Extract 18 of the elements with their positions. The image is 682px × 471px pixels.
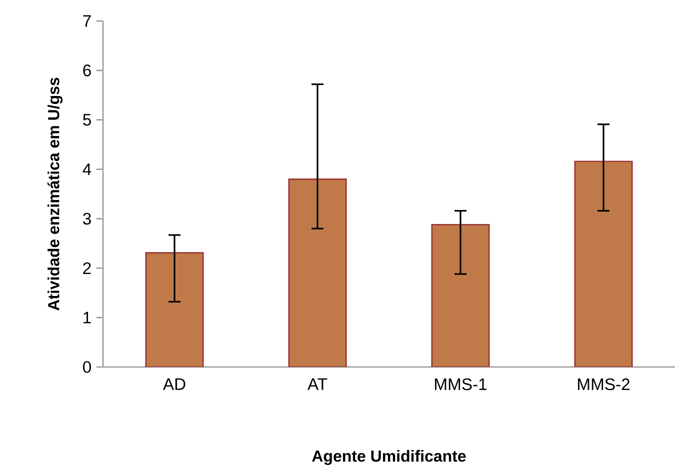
y-tick-label: 0 xyxy=(83,361,91,373)
y-tick-label: 3 xyxy=(82,212,91,225)
x-tick-label: MMS-2 xyxy=(578,378,630,390)
y-tick-label: 6 xyxy=(83,64,91,76)
x-tick-label: AT xyxy=(308,378,328,390)
y-tick-label: 5 xyxy=(83,114,91,126)
bar xyxy=(145,252,204,367)
bar xyxy=(574,160,633,367)
x-tick-label: AD xyxy=(162,378,186,390)
y-tick-label: 1 xyxy=(84,312,91,324)
y-axis-title: Atividade enzimática em U/gss xyxy=(47,78,63,311)
x-tick-label: MMS-1 xyxy=(435,378,487,390)
y-tick-label: 4 xyxy=(82,164,92,176)
bar xyxy=(431,224,490,367)
x-axis-title: Agente Umidificante xyxy=(312,450,466,465)
y-tick-label: 7 xyxy=(83,15,91,27)
bar xyxy=(288,178,347,367)
y-tick-label: 2 xyxy=(83,262,91,274)
